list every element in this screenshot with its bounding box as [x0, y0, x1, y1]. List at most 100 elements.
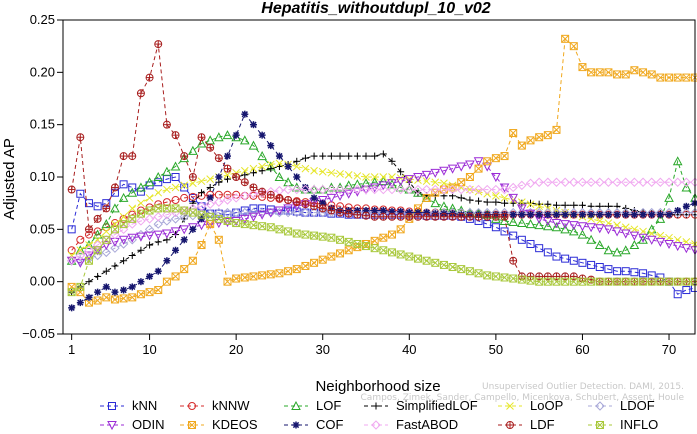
- data-point: [136, 182, 146, 192]
- data-point: [655, 213, 666, 223]
- legend: kNN kNNW LOF SimplifiedLOF LoOP LDOF ODIN KDEOS…: [100, 398, 658, 432]
- x-tick-label: 40: [402, 342, 416, 357]
- data-point: [673, 290, 682, 299]
- data-point: [551, 222, 562, 232]
- data-point: [473, 157, 484, 167]
- data-point: [439, 166, 449, 176]
- data-point: [240, 191, 250, 201]
- data-point: [587, 68, 596, 77]
- data-point: [137, 278, 145, 286]
- legend-marker: [371, 420, 381, 430]
- data-point: [525, 209, 536, 219]
- data-point: [570, 211, 578, 219]
- data-point: [639, 68, 648, 77]
- data-point: [483, 198, 491, 206]
- data-point: [293, 173, 301, 181]
- data-point: [189, 179, 197, 188]
- data-point: [638, 233, 648, 243]
- legend-item-fastabod: FastABOD: [364, 417, 458, 432]
- data-point: [171, 272, 180, 281]
- data-point: [344, 246, 353, 255]
- data-point: [196, 201, 207, 212]
- data-point: [674, 206, 682, 214]
- data-point: [76, 299, 84, 307]
- x-tick-label: 20: [229, 342, 243, 357]
- y-axis-label: Adjusted AP: [1, 138, 18, 220]
- legend-label: COF: [316, 417, 344, 432]
- data-point: [162, 204, 171, 213]
- data-point: [603, 177, 614, 187]
- data-point: [180, 236, 188, 244]
- data-point: [119, 152, 128, 161]
- data-point: [491, 272, 500, 281]
- data-point: [249, 221, 258, 230]
- data-point: [163, 185, 171, 194]
- data-point: [517, 217, 527, 228]
- legend-marker: [291, 400, 301, 410]
- legend-marker: [372, 402, 380, 410]
- data-point: [362, 152, 370, 160]
- data-point: [223, 175, 231, 183]
- data-point: [646, 235, 657, 245]
- data-point: [189, 225, 197, 233]
- data-point: [439, 260, 448, 269]
- data-point: [526, 272, 535, 281]
- data-point: [310, 152, 318, 160]
- data-point: [67, 246, 76, 255]
- data-point: [343, 189, 354, 199]
- data-point: [102, 227, 111, 236]
- data-point: [266, 270, 275, 279]
- legend-marker: [107, 421, 117, 431]
- data-point: [535, 272, 544, 281]
- data-point: [68, 304, 76, 312]
- data-point: [447, 164, 458, 174]
- data-point: [94, 288, 102, 296]
- data-point: [162, 120, 171, 129]
- data-point: [526, 276, 535, 285]
- data-point: [483, 271, 492, 280]
- data-point: [638, 234, 648, 244]
- data-point: [179, 225, 190, 235]
- data-point: [569, 42, 578, 51]
- data-point: [344, 209, 353, 218]
- data-point: [162, 229, 172, 239]
- data-point: [110, 243, 120, 253]
- data-point: [422, 193, 431, 202]
- data-point: [119, 220, 128, 229]
- data-point: [275, 269, 284, 278]
- data-point: [492, 191, 500, 200]
- legend-item-inflo: INFLO: [588, 417, 658, 432]
- legend-label: INFLO: [620, 417, 658, 432]
- data-point: [144, 177, 155, 187]
- data-point: [76, 246, 85, 255]
- data-point: [223, 190, 232, 199]
- data-point: [197, 133, 206, 142]
- data-point: [594, 239, 605, 250]
- data-point: [67, 185, 76, 194]
- data-point: [292, 162, 301, 171]
- data-point: [76, 189, 85, 198]
- data-point: [196, 138, 207, 148]
- data-point: [137, 199, 145, 208]
- data-point: [206, 143, 215, 152]
- data-point: [310, 202, 319, 211]
- data-point: [629, 177, 640, 187]
- data-point: [101, 219, 112, 229]
- data-point: [387, 248, 396, 257]
- data-point: [327, 252, 336, 261]
- data-point: [128, 283, 136, 291]
- x-tick-label: 60: [575, 342, 589, 357]
- data-point: [595, 263, 604, 272]
- data-point: [180, 265, 189, 274]
- data-point: [612, 177, 622, 187]
- legend-label: kNNW: [212, 398, 250, 413]
- legend-label: LDOF: [620, 398, 655, 413]
- data-point: [292, 184, 302, 195]
- data-point: [215, 173, 223, 181]
- data-point: [439, 212, 448, 221]
- data-point: [136, 89, 145, 98]
- legend-label: kNN: [132, 398, 157, 413]
- data-point: [508, 182, 518, 193]
- data-point: [67, 288, 76, 297]
- data-point: [517, 275, 526, 284]
